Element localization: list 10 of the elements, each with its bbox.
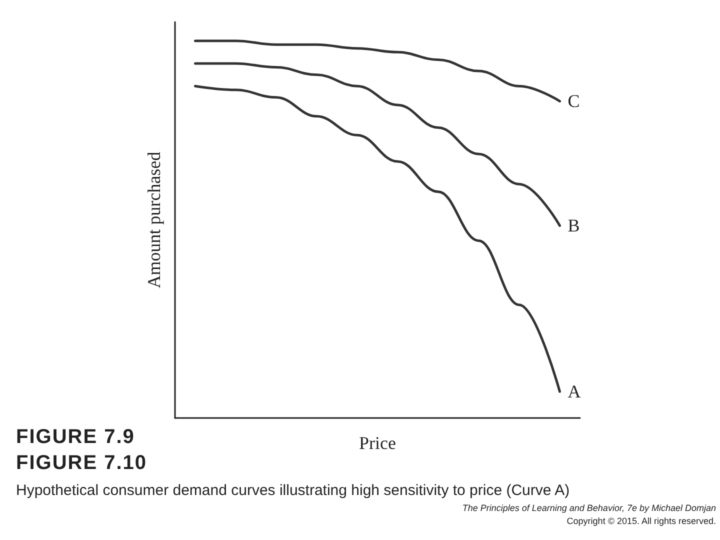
series-label: A (568, 382, 581, 402)
text: The Principles of Learning and Behavior, 7e by Michael Domjan (462, 503, 716, 513)
text: Hypothetical consumer demand curves illustrating high sensitivity to price (Curve A) (16, 482, 570, 499)
series-label: B (568, 216, 580, 236)
series-label: C (568, 91, 580, 112)
y-axis-title: Amount purchased (144, 152, 164, 288)
x-axis-title: Price (359, 433, 396, 453)
caption: FIGURE 7.10 (16, 452, 148, 475)
text: Copyright © 2015. All rights reserved. (566, 516, 716, 526)
caption: FIGURE 7.9 (16, 426, 135, 449)
